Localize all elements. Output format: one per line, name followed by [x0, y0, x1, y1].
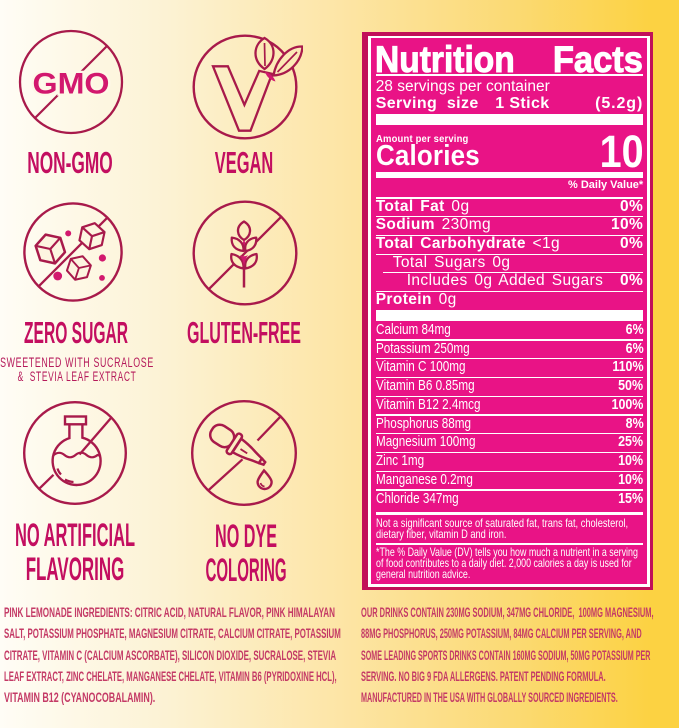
svg-text:GMO: GMO — [32, 68, 109, 101]
